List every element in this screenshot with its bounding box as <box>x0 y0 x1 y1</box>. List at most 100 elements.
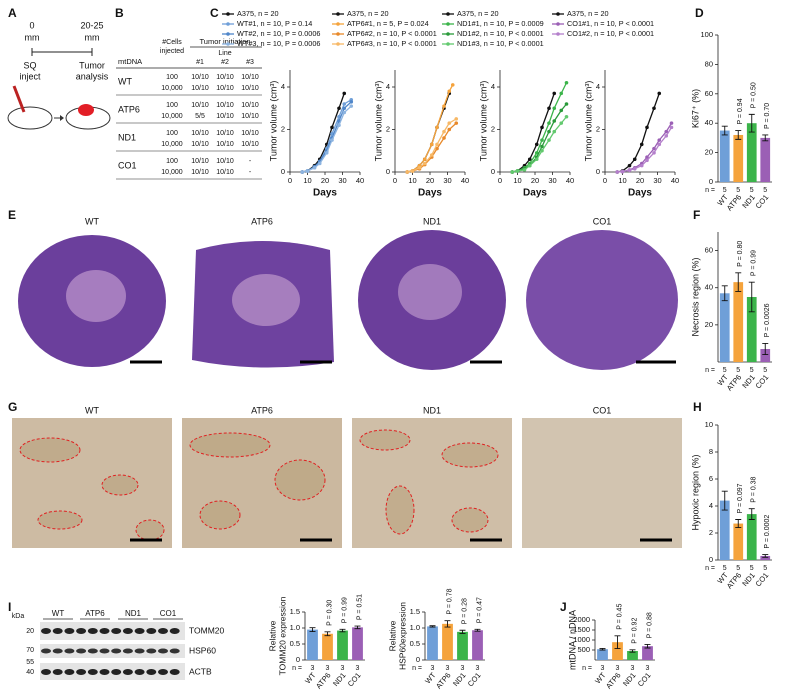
band <box>158 648 168 654</box>
y-axis-label: HSP60expression <box>397 602 407 670</box>
bar <box>760 349 771 362</box>
point <box>639 163 644 168</box>
panel-letter: G <box>8 400 17 414</box>
label: 70 <box>26 647 34 654</box>
x-axis-label: Days <box>313 188 337 199</box>
n-value: 3 <box>631 665 635 672</box>
y-tick-label: 0 <box>386 167 390 176</box>
label: ATP6 <box>251 216 273 226</box>
legend-label: A375, n = 20 <box>457 9 499 18</box>
necrosis <box>232 274 300 326</box>
y-tick-label: 20 <box>705 320 713 329</box>
x-tick-label: 0 <box>288 176 292 185</box>
label: TOMM20 <box>189 625 225 635</box>
p-value: P = 0.45 <box>616 604 623 630</box>
band <box>169 648 180 654</box>
point <box>442 129 446 134</box>
hypoxic-region <box>274 459 326 501</box>
point <box>645 155 649 159</box>
y-tick-label: 4 <box>596 82 600 91</box>
y-tick-label: 1.5 <box>410 607 420 616</box>
error-bar <box>762 554 769 558</box>
y-axis-label: Relative <box>387 620 397 651</box>
label: 10/10 <box>241 85 259 92</box>
panel-letter: A <box>8 6 17 20</box>
n-value: 5 <box>763 565 767 572</box>
y-tick-label: 0.5 <box>290 639 300 648</box>
panel-letter: B <box>115 6 124 20</box>
label: 10/10 <box>191 141 209 148</box>
band <box>122 628 133 634</box>
panel-letter: I <box>8 600 11 614</box>
legend-dot <box>446 32 450 36</box>
panel-letter: E <box>8 208 16 222</box>
mouse <box>7 106 53 130</box>
legend-label: A375, n = 20 <box>347 9 389 18</box>
point <box>300 170 305 174</box>
y-tick-label: 1.0 <box>290 623 300 632</box>
p-value: P = 0.78 <box>446 588 453 614</box>
y-tick-label: 2 <box>386 124 390 133</box>
label: 10/10 <box>191 85 209 92</box>
point <box>534 157 539 162</box>
y-tick-label: 0 <box>596 167 600 176</box>
y-tick-label: 4 <box>709 501 713 510</box>
error-bar <box>354 625 361 630</box>
error-bar <box>309 627 316 632</box>
n-value: 3 <box>461 665 465 672</box>
point <box>515 169 520 173</box>
label: injected <box>160 48 184 55</box>
bar <box>746 297 757 362</box>
point <box>435 125 439 130</box>
label: 10/10 <box>216 130 234 137</box>
label: 10/10 <box>241 141 259 148</box>
label: 10/10 <box>216 85 234 92</box>
band <box>134 648 145 654</box>
y-tick-label: 4 <box>386 82 390 91</box>
y-tick-label: 2 <box>281 124 285 133</box>
p-value: P = 0.097 <box>737 483 744 513</box>
band <box>111 648 122 654</box>
label: analysis <box>76 71 109 81</box>
ihc-images <box>12 418 682 548</box>
label: 100 <box>166 74 178 81</box>
x-tick-label: ND1 <box>740 193 757 210</box>
legend-dot <box>336 22 340 26</box>
n-value: 3 <box>446 665 450 672</box>
legend-dot <box>226 22 230 26</box>
point <box>522 168 527 172</box>
legend-dot <box>446 22 450 26</box>
bar <box>733 523 744 560</box>
x-tick-label: 20 <box>321 176 329 185</box>
point <box>627 163 632 168</box>
band <box>99 669 110 675</box>
band <box>76 648 87 654</box>
n-value: 3 <box>601 665 605 672</box>
y-tick-label: 8 <box>709 447 713 456</box>
point <box>547 121 551 125</box>
y-tick-label: 0 <box>281 167 285 176</box>
series-line <box>617 127 673 173</box>
band <box>64 648 75 654</box>
legend-label: A375, n = 20 <box>567 9 609 18</box>
point <box>342 110 347 115</box>
error-bar <box>474 628 481 632</box>
x-axis-label: Days <box>418 188 442 199</box>
n-value: 3 <box>476 665 480 672</box>
error-bar <box>735 272 742 292</box>
legend-dot <box>226 42 230 46</box>
series-line <box>302 93 345 173</box>
point <box>410 169 415 173</box>
point <box>559 91 564 96</box>
panel-letter: H <box>693 400 702 414</box>
label: 10/10 <box>216 113 234 120</box>
x-tick-label: 40 <box>356 176 364 185</box>
y-axis-label: Tumor volume (cm³) <box>583 81 593 162</box>
label: ATP6 <box>85 609 105 618</box>
point <box>627 168 632 173</box>
legend-dot <box>336 42 340 46</box>
point <box>652 106 656 111</box>
point <box>305 169 310 173</box>
point <box>454 121 459 125</box>
bar <box>322 633 333 660</box>
